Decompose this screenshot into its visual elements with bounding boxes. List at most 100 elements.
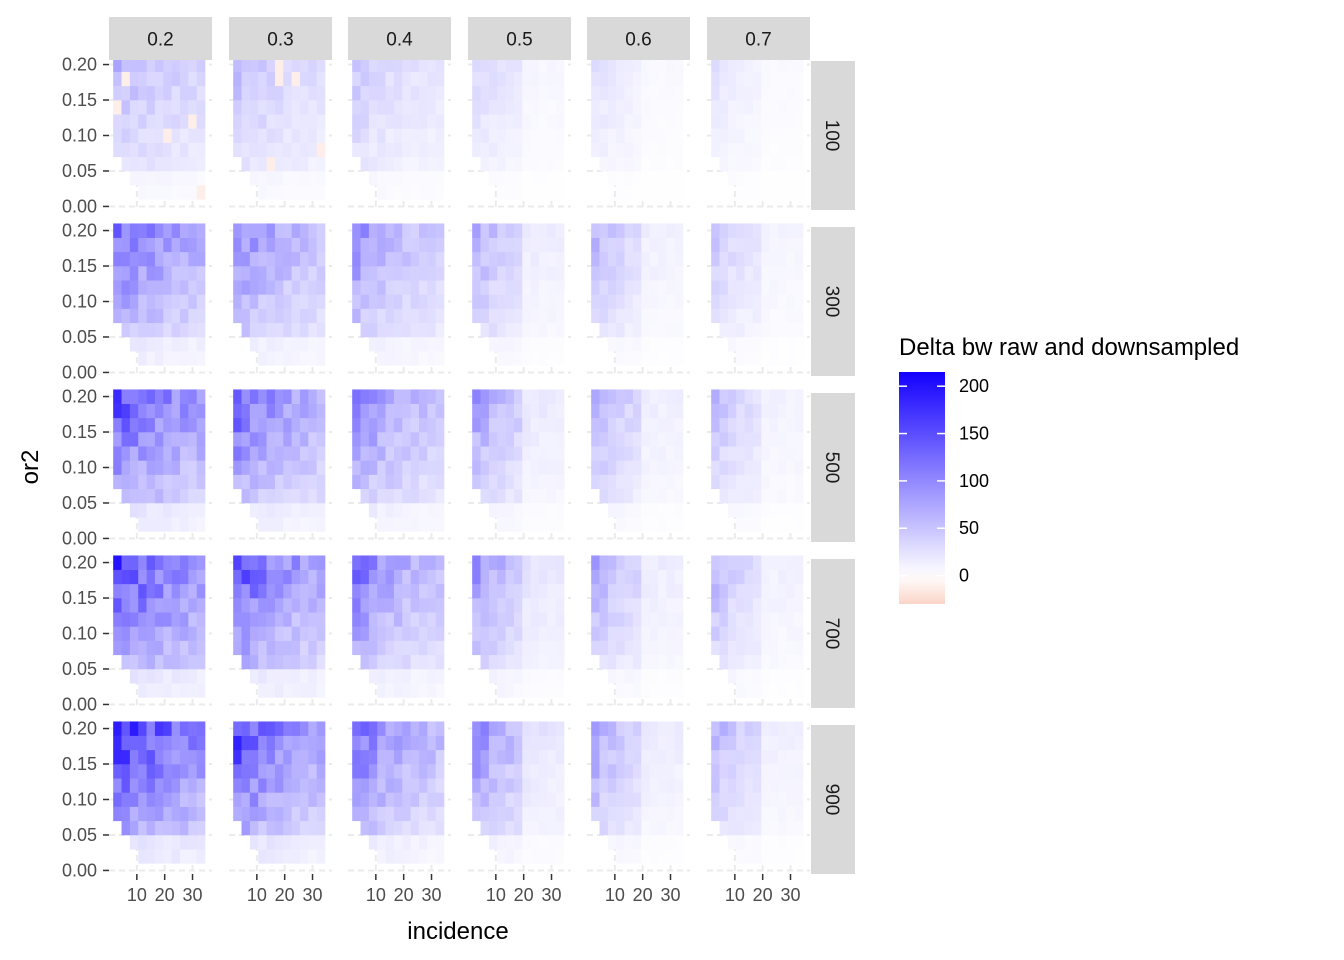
heatmap-cell — [393, 100, 403, 115]
heatmap-cell — [196, 683, 206, 698]
heatmap-cell — [291, 85, 301, 101]
heatmap-cell — [591, 432, 600, 447]
heatmap-cell — [632, 460, 642, 475]
heatmap-cell — [188, 170, 197, 186]
heatmap-cell — [624, 517, 634, 532]
heatmap-cell — [674, 806, 684, 822]
heatmap-cell — [393, 474, 403, 490]
heatmap-cell — [385, 749, 395, 765]
heatmap-cell — [488, 583, 498, 599]
heatmap-cell — [368, 432, 378, 447]
heatmap-cell — [233, 626, 242, 641]
heatmap-cell — [794, 223, 804, 238]
heatmap-cell — [360, 432, 370, 447]
heatmap-cell — [786, 806, 795, 822]
facet-panel — [468, 721, 571, 874]
heatmap-cell — [794, 432, 804, 447]
heatmap-cell — [291, 57, 301, 72]
heatmap-cell — [624, 849, 634, 864]
heatmap-cell — [316, 237, 326, 253]
heatmap-cell — [488, 820, 498, 836]
heatmap-cell — [472, 612, 481, 627]
heatmap-cell — [674, 251, 684, 267]
heatmap-cell — [761, 336, 770, 352]
heatmap-cell — [427, 474, 436, 490]
heatmap-cell — [497, 403, 506, 419]
facet-panel — [468, 555, 571, 708]
heatmap-cell — [393, 735, 403, 751]
heatmap-cell — [555, 569, 565, 585]
heatmap-cell — [752, 351, 762, 366]
heatmap-cell — [163, 474, 172, 490]
heatmap-cell — [418, 820, 428, 836]
heatmap-cell — [171, 446, 181, 461]
heatmap-cell — [513, 583, 523, 599]
heatmap-cell — [171, 336, 181, 352]
heatmap-cell — [538, 764, 548, 779]
heatmap-cell — [283, 460, 292, 475]
heatmap-cell — [196, 569, 206, 585]
heatmap-cell — [427, 626, 436, 641]
facet-panel — [229, 223, 332, 376]
heatmap-cell — [299, 502, 309, 518]
heatmap-cell — [308, 654, 317, 670]
heatmap-cell — [786, 488, 795, 504]
heatmap-cell — [249, 569, 259, 585]
heatmap-cell — [752, 474, 762, 490]
heatmap-cell — [657, 583, 667, 599]
heatmap-cell — [402, 266, 411, 281]
heatmap-cell — [624, 834, 634, 850]
heatmap-cell — [769, 683, 779, 698]
heatmap-cell — [657, 474, 667, 490]
heatmap-cell — [171, 683, 181, 698]
heatmap-cell — [377, 778, 386, 793]
heatmap-cell — [786, 403, 795, 419]
heatmap-cell — [410, 223, 420, 238]
heatmap-cell — [632, 626, 642, 641]
heatmap-cell — [258, 820, 267, 836]
heatmap-cell — [752, 555, 762, 570]
heatmap-cell — [188, 294, 197, 309]
heatmap-cell — [393, 820, 403, 836]
heatmap-cell — [146, 612, 156, 627]
heatmap-cell — [744, 764, 754, 779]
heatmap-cell — [530, 555, 540, 570]
heatmap-cell — [188, 806, 197, 822]
heatmap-cell — [599, 142, 609, 158]
heatmap-cell — [727, 237, 737, 253]
heatmap-cell — [427, 735, 436, 751]
heatmap-cell — [299, 612, 309, 627]
heatmap-cell — [274, 251, 284, 267]
heatmap-cell — [488, 598, 498, 613]
heatmap-cell — [736, 389, 745, 404]
heatmap-cell — [657, 403, 667, 419]
heatmap-cell — [599, 460, 609, 475]
heatmap-cell — [163, 749, 172, 765]
heatmap-cell — [616, 336, 625, 352]
heatmap-cell — [786, 820, 795, 836]
heatmap-cell — [547, 834, 556, 850]
heatmap-cell — [794, 555, 804, 570]
heatmap-cell — [308, 612, 317, 627]
heatmap-cell — [736, 654, 745, 670]
heatmap-cell — [538, 237, 548, 253]
heatmap-cell — [657, 336, 667, 352]
heatmap-cell — [368, 778, 378, 793]
heatmap-cell — [607, 308, 617, 324]
heatmap-cell — [146, 735, 156, 751]
heatmap-cell — [113, 71, 122, 87]
heatmap-cell — [616, 626, 625, 641]
heatmap-cell — [727, 764, 737, 779]
heatmap-cell — [121, 806, 131, 822]
heatmap-cell — [113, 598, 122, 613]
heatmap-cell — [435, 100, 445, 115]
x-tick-label: 10 — [247, 885, 267, 905]
heatmap-cell — [360, 389, 370, 404]
heatmap-cell — [188, 764, 197, 779]
facet-panel — [348, 389, 451, 542]
heatmap-cell — [641, 100, 650, 115]
heatmap-cell — [674, 403, 684, 419]
heatmap-cell — [480, 460, 490, 475]
heatmap-cell — [727, 100, 737, 115]
heatmap-cell — [674, 517, 684, 532]
